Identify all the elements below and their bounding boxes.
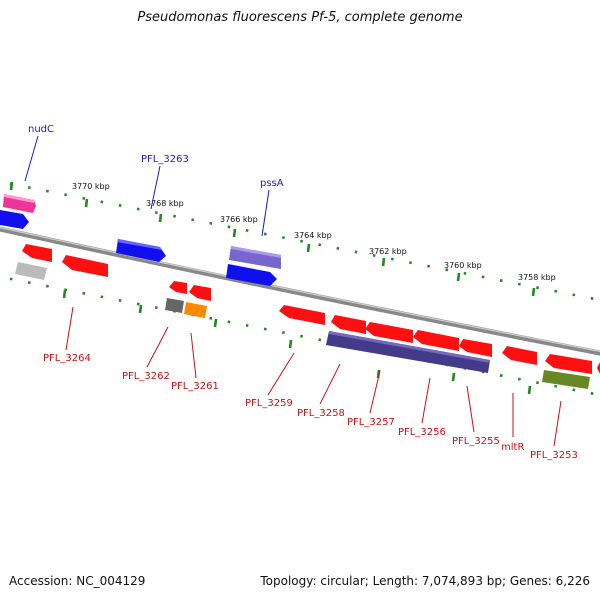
- genome-summary-text: Topology: circular; Length: 7,074,893 bp…: [260, 574, 590, 588]
- tick-label: 3766 kbp: [220, 215, 258, 224]
- map-title: Pseudomonas fluorescens Pf-5, complete g…: [137, 10, 463, 25]
- tick-label: 3770 kbp: [72, 182, 110, 191]
- gene-label-PFL_3263: PFL_3263: [141, 154, 189, 165]
- gene-label-PFL_3256: PFL_3256: [398, 427, 446, 438]
- tick-label: 3762 kbp: [369, 247, 407, 256]
- gene-features: [0, 194, 600, 389]
- gene-label-PFL_3255: PFL_3255: [452, 436, 500, 447]
- gene-PFL_3256-feature: [413, 330, 459, 351]
- gene-PFL_3262-feature: [165, 298, 184, 313]
- accession-text: Accession: NC_004129: [9, 574, 146, 588]
- gene-PFL_3263-feature: [116, 239, 166, 262]
- gene-PFL_3259-feature: [279, 305, 325, 325]
- gene-label-PFL_3257: PFL_3257: [347, 417, 395, 428]
- gene-grey-feature: [15, 262, 47, 280]
- tick-label: 3768 kbp: [146, 199, 184, 208]
- gene-PFL_3253-feature: [545, 354, 592, 374]
- gene-mltR-feature: [502, 346, 537, 365]
- gene-navy-feature: [326, 331, 490, 373]
- gene-PFL_3261-feature: [189, 285, 211, 301]
- gene-blue-feature: [0, 210, 29, 229]
- gene-red-feature: [597, 362, 600, 374]
- gene-olive-feature: [542, 370, 590, 389]
- genome-backbone: [0, 226, 600, 356]
- gene-PFL_3257-feature: [365, 322, 413, 343]
- outer-tick-track: [5, 181, 600, 302]
- inner-tick-track: [5, 276, 600, 397]
- gene-PFL_3258-feature: [331, 315, 366, 334]
- tick-label: 3760 kbp: [444, 261, 482, 270]
- gene-label-PFL_3253: PFL_3253: [530, 450, 578, 461]
- label-connectors: [24, 135, 562, 447]
- major-ticks: [9, 181, 536, 395]
- gene-blue-feature: [226, 264, 277, 286]
- gene-label-PFL_3264: PFL_3264: [43, 353, 91, 364]
- gene-orange-feature: [184, 302, 207, 318]
- gene-pssA-feature: [229, 246, 281, 269]
- gene-label-PFL_3258: PFL_3258: [297, 408, 345, 419]
- gene-label-nudC: nudC: [28, 124, 54, 135]
- gene-label-PFL_3262: PFL_3262: [122, 371, 170, 382]
- tick-label: 3758 kbp: [518, 273, 556, 282]
- gene-PFL_3255-feature: [459, 339, 492, 357]
- gene-red-feature: [22, 244, 52, 262]
- tick-label: 3764 kbp: [294, 231, 332, 240]
- gene-PFL_3264-feature: [62, 255, 108, 277]
- gene-label-pssA: pssA: [260, 178, 284, 189]
- gene-red-feature: [169, 281, 187, 294]
- gene-label-PFL_3259: PFL_3259: [245, 398, 293, 409]
- gene-label-PFL_3261: PFL_3261: [171, 381, 219, 392]
- gene-label-mltR: mltR: [501, 442, 524, 453]
